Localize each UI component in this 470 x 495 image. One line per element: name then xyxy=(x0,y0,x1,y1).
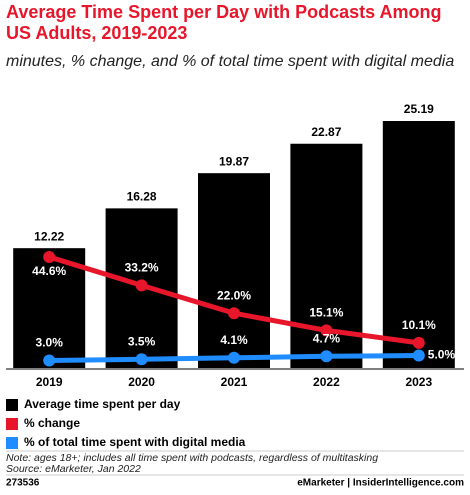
marker xyxy=(135,279,148,292)
bar-value-label: 22.87 xyxy=(311,125,341,139)
x-tick-label: 2022 xyxy=(313,375,340,389)
legend-swatch xyxy=(6,399,18,411)
line-value-label: 44.6% xyxy=(32,264,66,278)
chart-subtitle: minutes, % change, and % of total time s… xyxy=(6,53,455,70)
note: Note: ages 18+; includes all time spent … xyxy=(6,452,378,464)
marker xyxy=(135,353,148,366)
legend-label: % of total time spent with digital media xyxy=(24,435,246,449)
x-tick-label: 2019 xyxy=(36,375,63,389)
x-tick-label: 2021 xyxy=(221,375,248,389)
marker xyxy=(412,349,425,362)
line-value-label: 3.0% xyxy=(36,336,64,350)
line-value-label: 4.1% xyxy=(220,333,248,347)
line-value-label: 22.0% xyxy=(217,288,251,302)
marker xyxy=(43,250,56,263)
line-value-label: 10.1% xyxy=(402,318,436,332)
brand: eMarketer | InsiderIntelligence.com xyxy=(297,478,464,489)
legend-swatch xyxy=(6,437,18,449)
bar-value-label: 25.19 xyxy=(404,102,434,116)
subtitle-box: minutes, % change, and % of total time s… xyxy=(6,53,455,70)
line-value-label: 5.0% xyxy=(428,348,456,362)
source: Source: eMarketer, Jan 2022 xyxy=(6,463,141,475)
x-tick-label: 2020 xyxy=(128,375,155,389)
legend-swatch xyxy=(6,418,18,430)
bar-value-label: 12.22 xyxy=(34,229,64,243)
bar xyxy=(13,248,86,368)
legend-label: Average time spent per day xyxy=(24,397,181,411)
marker xyxy=(320,324,333,337)
legend-label: % change xyxy=(24,416,80,430)
chart-title: Average Time Spent per Day with Podcasts… xyxy=(6,2,442,43)
x-tick-label: 2023 xyxy=(405,375,432,389)
bar xyxy=(198,173,270,368)
bar-value-label: 16.28 xyxy=(127,190,157,204)
chart-id: 273536 xyxy=(6,478,40,489)
line-value-label: 15.1% xyxy=(309,306,343,320)
marker xyxy=(43,354,56,367)
line-value-label: 33.2% xyxy=(125,261,159,275)
line-value-label: 3.5% xyxy=(128,334,156,348)
marker xyxy=(228,307,240,320)
marker xyxy=(320,350,333,363)
title-box: Average Time Spent per Day with Podcasts… xyxy=(6,2,442,43)
bar xyxy=(382,121,455,368)
bar-value-label: 19.87 xyxy=(219,154,249,168)
line-value-label: 4.7% xyxy=(313,331,341,345)
marker xyxy=(412,336,425,349)
marker xyxy=(228,351,240,364)
